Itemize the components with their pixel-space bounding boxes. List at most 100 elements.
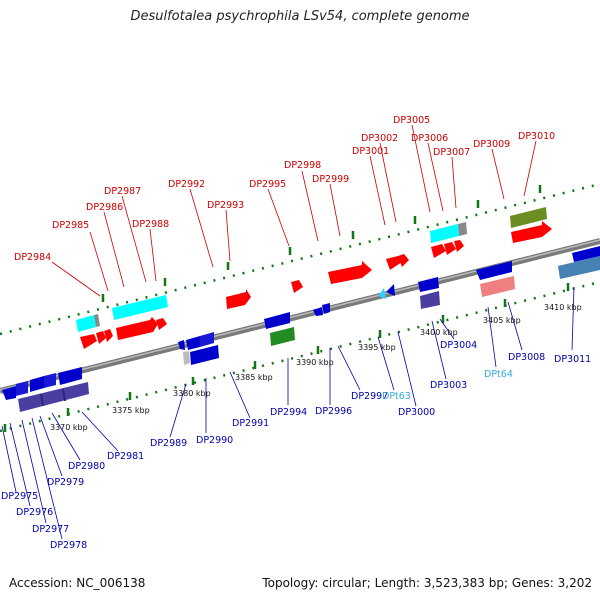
gene-label[interactable]: DPt64: [484, 369, 513, 380]
forward-gene-DP2985[interactable]: [96, 331, 106, 344]
gene-label[interactable]: DP2998: [284, 160, 321, 171]
gene-label[interactable]: DP3001: [352, 146, 389, 157]
scale-label-3380: 3380 kbp: [173, 389, 211, 398]
trna-DPt63[interactable]: [378, 288, 386, 299]
forward-gene-DP2986[interactable]: [104, 329, 113, 342]
gene-label[interactable]: DP2977: [32, 524, 69, 535]
gene-label[interactable]: DP2994: [270, 407, 307, 418]
reverse-gene-DP3011[interactable]: [558, 246, 600, 279]
scale-label-3375: 3375 kbp: [112, 406, 150, 415]
gene-label[interactable]: DP2986: [86, 202, 123, 213]
reverse-gene-DP2979[interactable]: [58, 367, 82, 385]
trna-DPt64[interactable]: [480, 276, 515, 297]
reverse-gene-DP2997[interactable]: [322, 303, 330, 314]
reverse-gene-DP2990[interactable]: [186, 332, 214, 350]
gene-label[interactable]: DP2990: [196, 435, 233, 446]
length-label: Length:: [374, 576, 421, 590]
genes-value: 3,202: [557, 576, 592, 590]
scale-label-3410: 3410 kbp: [544, 303, 582, 312]
genes-label: Genes:: [511, 576, 554, 590]
gene-label[interactable]: DP2975: [1, 491, 38, 502]
scale-labels: 3370 kbp 3375 kbp 3380 kbp 3385 kbp 3390…: [50, 303, 582, 432]
forward-gene-DP3009[interactable]: [510, 207, 547, 228]
gene-label[interactable]: DPt63: [382, 391, 411, 402]
scale-label-3390: 3390 kbp: [296, 358, 334, 367]
gene-label[interactable]: DP3005: [393, 115, 430, 126]
gene-label[interactable]: DP3002: [361, 133, 398, 144]
genome-summary: Topology: circular; Length: 3,523,383 bp…: [262, 576, 592, 590]
topology-label: Topology:: [262, 576, 319, 590]
rrna-block-1[interactable]: [76, 314, 100, 332]
gene-label[interactable]: DP2980: [68, 461, 105, 472]
forward-gene-DP2988[interactable]: [156, 318, 167, 330]
gene-label[interactable]: DP3007: [433, 147, 470, 158]
forward-gene-DP3006[interactable]: [444, 242, 456, 255]
accession-value: NC_006138: [76, 576, 146, 590]
gene-label[interactable]: DP2979: [47, 477, 84, 488]
gene-label[interactable]: DP2984: [14, 252, 51, 263]
reverse-gene-DP2991[interactable]: [183, 345, 219, 365]
forward-major-ticks: [101, 185, 542, 302]
topology-value: circular: [322, 576, 367, 590]
reverse-gene-labels: DP2975 DP2976 DP2977 DP2978 DP2979 DP298…: [1, 340, 591, 551]
gene-label[interactable]: DP2976: [16, 507, 53, 518]
reverse-gene-DP2977[interactable]: [30, 376, 44, 392]
gene-label[interactable]: DP3009: [473, 139, 510, 150]
scale-label-3385: 3385 kbp: [235, 373, 273, 382]
gene-label[interactable]: DP2991: [232, 418, 269, 429]
reverse-gene-DP2975[interactable]: [2, 386, 16, 400]
accession-label: Accession:: [9, 576, 73, 590]
reverse-gene-DP3003[interactable]: [418, 277, 439, 292]
gene-label[interactable]: DP3006: [411, 133, 448, 144]
forward-gene-DP3002[interactable]: [398, 254, 409, 267]
gene-label[interactable]: DP3008: [508, 352, 545, 363]
gene-label[interactable]: DP2981: [107, 451, 144, 462]
gene-label[interactable]: DP3003: [430, 380, 467, 391]
forward-gene-DP3010[interactable]: [511, 221, 552, 243]
gene-label[interactable]: DP3011: [554, 354, 591, 365]
reverse-gene-DP3008[interactable]: [476, 261, 512, 280]
reverse-gene-DP2994b[interactable]: [270, 327, 295, 346]
gene-label[interactable]: DP2996: [315, 406, 352, 417]
accession-info: Accession: NC_006138: [9, 576, 145, 590]
reverse-gene-DP2994[interactable]: [264, 312, 290, 329]
gene-label[interactable]: DP2987: [104, 186, 141, 197]
forward-gene-DP2984[interactable]: [80, 334, 97, 349]
gene-label[interactable]: DP2995: [249, 179, 286, 190]
gene-label[interactable]: DP2978: [50, 540, 87, 551]
reverse-gene-DP2996[interactable]: [313, 307, 323, 316]
forward-gene-DP2992[interactable]: [226, 289, 251, 309]
reverse-gene-DP2976[interactable]: [16, 381, 28, 396]
forward-gene-DP3007[interactable]: [454, 240, 464, 252]
gene-label[interactable]: DP3010: [518, 131, 555, 142]
reverse-gene-DP3004[interactable]: [420, 291, 440, 309]
genome-title: Desulfotalea psychrophila LSv54, complet…: [130, 9, 470, 24]
gene-label[interactable]: DP2993: [207, 200, 244, 211]
scale-label-3405: 3405 kbp: [483, 316, 521, 325]
gene-label[interactable]: DP3000: [398, 407, 435, 418]
forward-gene-DP3001[interactable]: [386, 256, 402, 270]
gene-label[interactable]: DP2997: [351, 391, 388, 402]
gene-label[interactable]: DP2989: [150, 438, 187, 449]
reverse-gene-DP2980[interactable]: [18, 382, 89, 412]
reverse-gene-DP2989[interactable]: [178, 340, 185, 350]
reverse-gene-DP3000[interactable]: [386, 284, 395, 296]
scale-label-3370: 3370 kbp: [50, 423, 88, 432]
rrna-block-2[interactable]: [112, 295, 168, 320]
gene-label[interactable]: DP3004: [440, 340, 477, 351]
gene-label[interactable]: DP2992: [168, 179, 205, 190]
forward-gene-DP2987[interactable]: [116, 317, 158, 340]
forward-gene-DP2995[interactable]: [291, 280, 303, 293]
scale-label-3400: 3400 kbp: [420, 328, 458, 337]
gene-label[interactable]: DP2985: [52, 220, 89, 231]
gene-label[interactable]: DP2999: [312, 174, 349, 185]
forward-gene-DP2998[interactable]: [328, 261, 372, 284]
forward-gene-labels: DP2984 DP2985 DP2986 DP2987 DP2988 DP299…: [14, 115, 555, 263]
rrna-block-3[interactable]: [430, 222, 467, 243]
reverse-gene-DP2978[interactable]: [44, 373, 56, 388]
scale-label-3395: 3395 kbp: [358, 343, 396, 352]
forward-gene-DP3005[interactable]: [431, 244, 446, 258]
gene-label[interactable]: DP2988: [132, 219, 169, 230]
